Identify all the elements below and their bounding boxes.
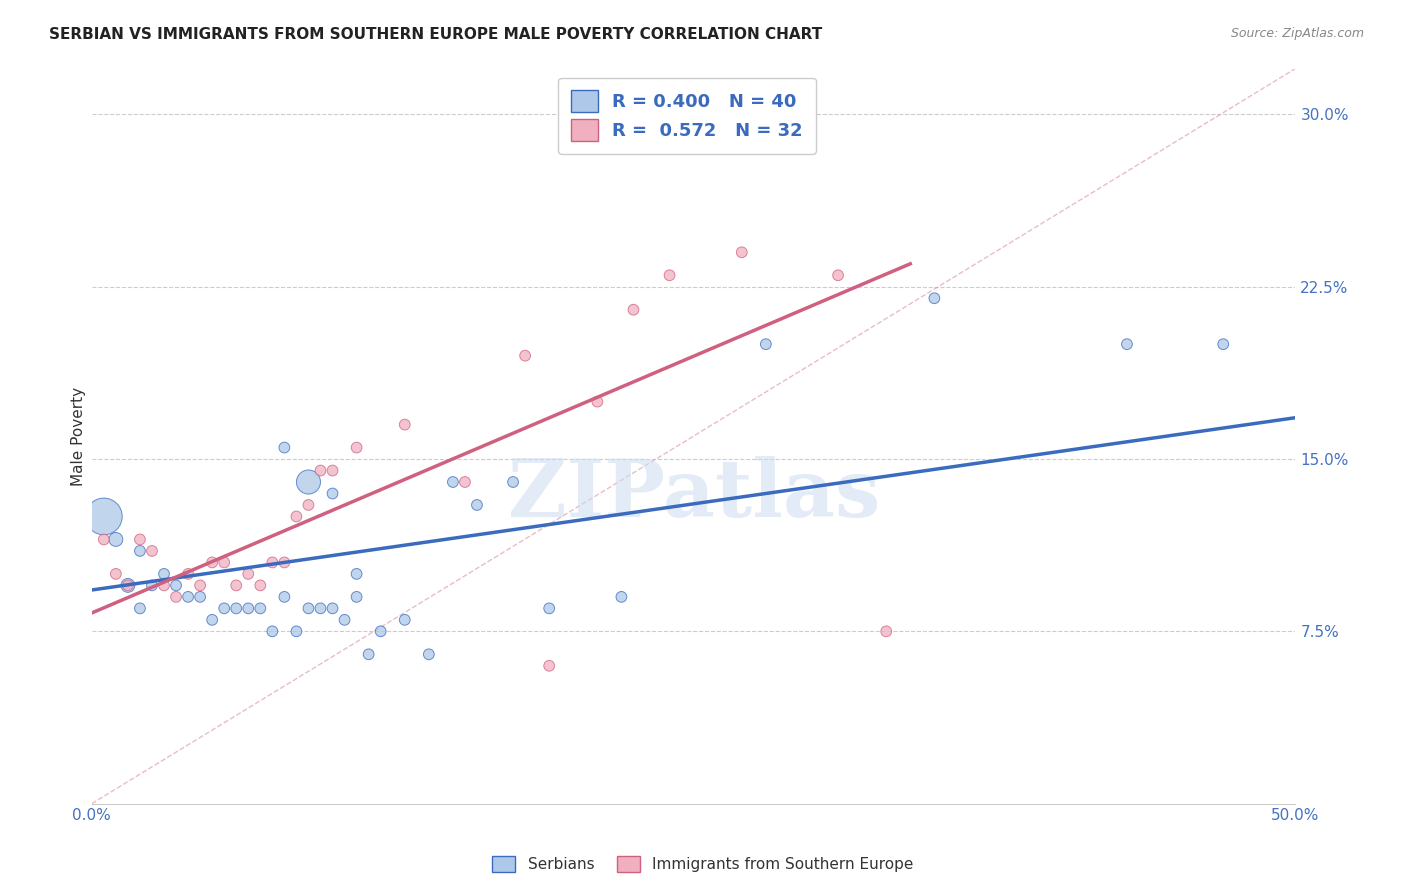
- Point: [394, 417, 416, 432]
- Point: [297, 475, 319, 489]
- Point: [658, 130, 681, 145]
- Point: [538, 658, 561, 673]
- Point: [249, 601, 271, 615]
- Point: [117, 578, 139, 592]
- Point: [262, 624, 284, 639]
- Point: [322, 463, 344, 477]
- Legend: R = 0.400   N = 40, R =  0.572   N = 32: R = 0.400 N = 40, R = 0.572 N = 32: [558, 78, 815, 154]
- Point: [273, 441, 295, 455]
- Point: [346, 441, 368, 455]
- Point: [346, 590, 368, 604]
- Point: [1116, 337, 1139, 351]
- Point: [924, 291, 946, 305]
- Point: [165, 578, 187, 592]
- Point: [1212, 337, 1234, 351]
- Point: [755, 337, 778, 351]
- Point: [658, 268, 681, 283]
- Point: [513, 349, 536, 363]
- Point: [418, 648, 440, 662]
- Point: [309, 463, 332, 477]
- Text: Source: ZipAtlas.com: Source: ZipAtlas.com: [1230, 27, 1364, 40]
- Point: [129, 533, 152, 547]
- Point: [875, 624, 897, 639]
- Point: [177, 566, 200, 581]
- Point: [117, 578, 139, 592]
- Point: [441, 475, 464, 489]
- Point: [322, 486, 344, 500]
- Point: [141, 544, 163, 558]
- Y-axis label: Male Poverty: Male Poverty: [72, 386, 86, 485]
- Point: [188, 590, 211, 604]
- Point: [153, 566, 176, 581]
- Text: ZIPatlas: ZIPatlas: [508, 456, 880, 534]
- Point: [212, 601, 235, 615]
- Point: [141, 578, 163, 592]
- Point: [188, 578, 211, 592]
- Point: [153, 578, 176, 592]
- Point: [273, 590, 295, 604]
- Point: [502, 475, 524, 489]
- Point: [225, 601, 247, 615]
- Point: [104, 533, 127, 547]
- Point: [262, 556, 284, 570]
- Point: [201, 613, 224, 627]
- Point: [610, 590, 633, 604]
- Point: [201, 556, 224, 570]
- Point: [731, 245, 754, 260]
- Point: [285, 509, 308, 524]
- Point: [297, 498, 319, 512]
- Point: [333, 613, 356, 627]
- Point: [623, 302, 645, 317]
- Point: [394, 613, 416, 627]
- Point: [93, 509, 115, 524]
- Point: [346, 566, 368, 581]
- Point: [165, 590, 187, 604]
- Legend: Serbians, Immigrants from Southern Europe: Serbians, Immigrants from Southern Europ…: [485, 848, 921, 880]
- Point: [370, 624, 392, 639]
- Point: [225, 578, 247, 592]
- Point: [212, 556, 235, 570]
- Point: [538, 601, 561, 615]
- Point: [297, 601, 319, 615]
- Text: SERBIAN VS IMMIGRANTS FROM SOUTHERN EUROPE MALE POVERTY CORRELATION CHART: SERBIAN VS IMMIGRANTS FROM SOUTHERN EURO…: [49, 27, 823, 42]
- Point: [827, 268, 849, 283]
- Point: [454, 475, 477, 489]
- Point: [285, 624, 308, 639]
- Point: [177, 590, 200, 604]
- Point: [238, 566, 260, 581]
- Point: [238, 601, 260, 615]
- Point: [309, 601, 332, 615]
- Point: [93, 533, 115, 547]
- Point: [129, 544, 152, 558]
- Point: [104, 566, 127, 581]
- Point: [465, 498, 488, 512]
- Point: [273, 556, 295, 570]
- Point: [249, 578, 271, 592]
- Point: [357, 648, 380, 662]
- Point: [129, 601, 152, 615]
- Point: [322, 601, 344, 615]
- Point: [586, 394, 609, 409]
